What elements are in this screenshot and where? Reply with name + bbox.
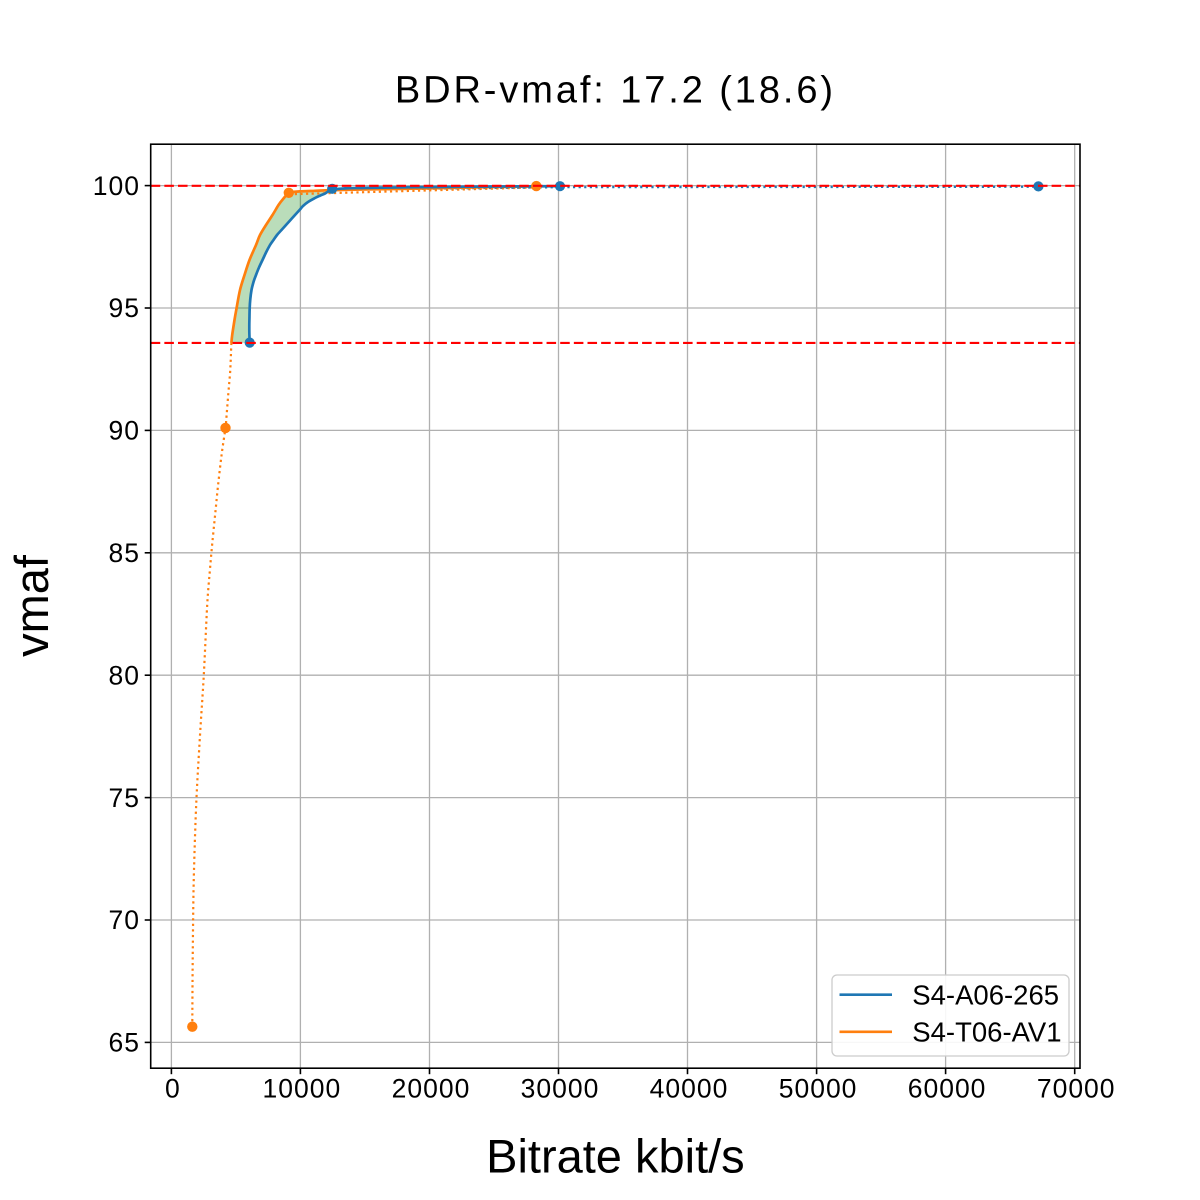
svg-text:95: 95 [109,293,140,323]
svg-text:85: 85 [109,538,140,568]
svg-text:0: 0 [165,1074,181,1104]
svg-text:S4-A06-265: S4-A06-265 [912,979,1059,1010]
svg-text:40000: 40000 [650,1074,729,1104]
svg-text:Bitrate kbit/s: Bitrate kbit/s [486,1129,745,1182]
svg-text:80: 80 [109,660,140,690]
svg-text:65: 65 [109,1028,140,1058]
svg-text:50000: 50000 [779,1074,858,1104]
svg-text:90: 90 [109,416,140,446]
svg-text:75: 75 [109,783,140,813]
svg-text:vmaf: vmaf [5,554,58,657]
svg-text:BDR-vmaf: 17.2 (18.6): BDR-vmaf: 17.2 (18.6) [395,69,836,111]
svg-text:70: 70 [109,905,140,935]
svg-text:S4-T06-AV1: S4-T06-AV1 [912,1016,1061,1047]
svg-text:100: 100 [93,171,140,201]
svg-text:70000: 70000 [1037,1074,1116,1104]
svg-text:10000: 10000 [263,1074,342,1104]
svg-text:60000: 60000 [908,1074,987,1104]
svg-text:30000: 30000 [521,1074,600,1104]
svg-text:20000: 20000 [392,1074,471,1104]
